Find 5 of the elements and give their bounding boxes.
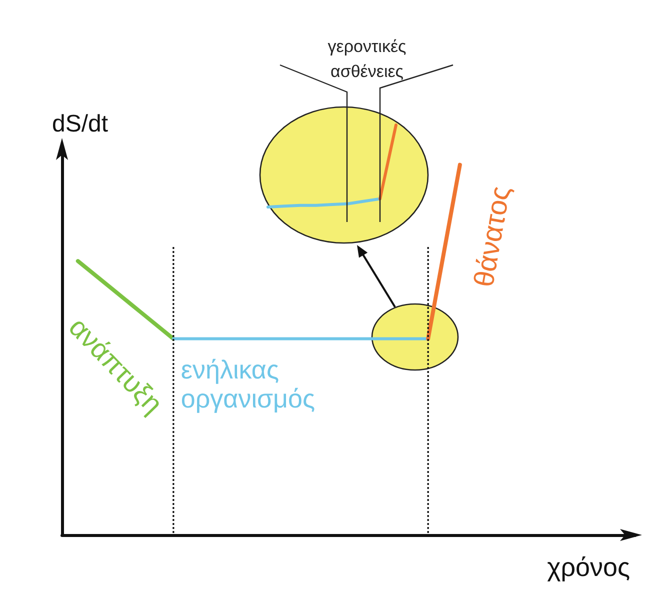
x-axis-title: χρόνος: [547, 552, 630, 582]
y-axis-title: dS/dt: [52, 110, 108, 138]
series-label: ενήλικας οργανισμός: [180, 354, 315, 414]
text: γεροντικές ασθένειες: [328, 37, 406, 81]
text: θάνατος: [468, 184, 516, 290]
